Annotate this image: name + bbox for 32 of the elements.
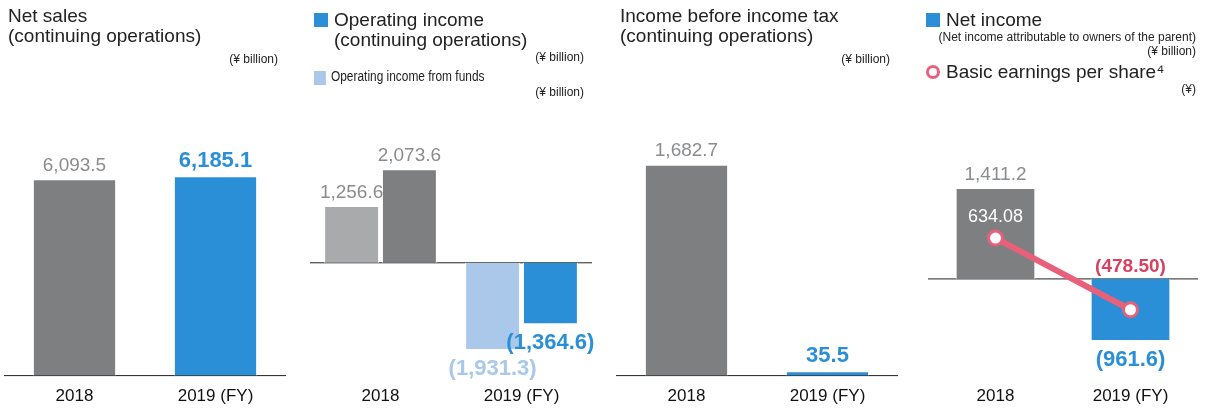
chart-title: Net sales (continuing operations) xyxy=(8,5,203,46)
x-tick-label: 2019 (FY) xyxy=(177,386,254,406)
legend-label: Basic earnings per share⁴ xyxy=(946,61,1165,82)
x-tick-label: 2018 xyxy=(55,386,94,406)
chart-subtitle: (¥ billion) xyxy=(840,52,890,66)
data-label: 1,256.6 xyxy=(319,180,384,202)
x-tick-label: 2019 (FY) xyxy=(483,386,560,406)
data-label: 634.08 xyxy=(967,206,1024,227)
data-label: 6,185.1 xyxy=(178,147,253,173)
data-label: 1,411.2 xyxy=(964,162,1027,184)
legend-label: Net income xyxy=(946,9,1043,30)
x-tick-label: 2019 (FY) xyxy=(789,386,866,406)
x-tick-label: 2018 xyxy=(976,386,1015,406)
text: (¥ billion) xyxy=(534,50,584,64)
x-tick-label: 2018 xyxy=(361,386,400,406)
chart-title: Income before income tax (continuing operations) xyxy=(620,5,840,46)
text: (Net income attributable to owners of the parent) (¥ billion) xyxy=(937,30,1196,58)
data-label: (478.50) xyxy=(1095,254,1166,276)
x-tick-label: 2019 (FY) xyxy=(1092,386,1169,406)
data-label: 35.5 xyxy=(806,342,849,368)
legend-label: Operating income from funds xyxy=(331,68,485,84)
x-tick-label: 2018 xyxy=(667,386,706,406)
data-label: (1,364.6) xyxy=(506,329,595,355)
legend-label: Operating income (continuing operations) xyxy=(334,9,528,50)
text: (¥ billion) xyxy=(534,85,584,99)
data-label: 1,682.7 xyxy=(654,139,719,161)
data-label: (961.6) xyxy=(1095,345,1166,371)
data-label: 2,073.6 xyxy=(377,143,442,165)
chart-subtitle: (¥ billion) xyxy=(228,52,278,66)
data-label: (1,931.3) xyxy=(448,355,537,380)
text: (¥) xyxy=(1180,82,1196,96)
data-label: 6,093.5 xyxy=(42,153,107,175)
